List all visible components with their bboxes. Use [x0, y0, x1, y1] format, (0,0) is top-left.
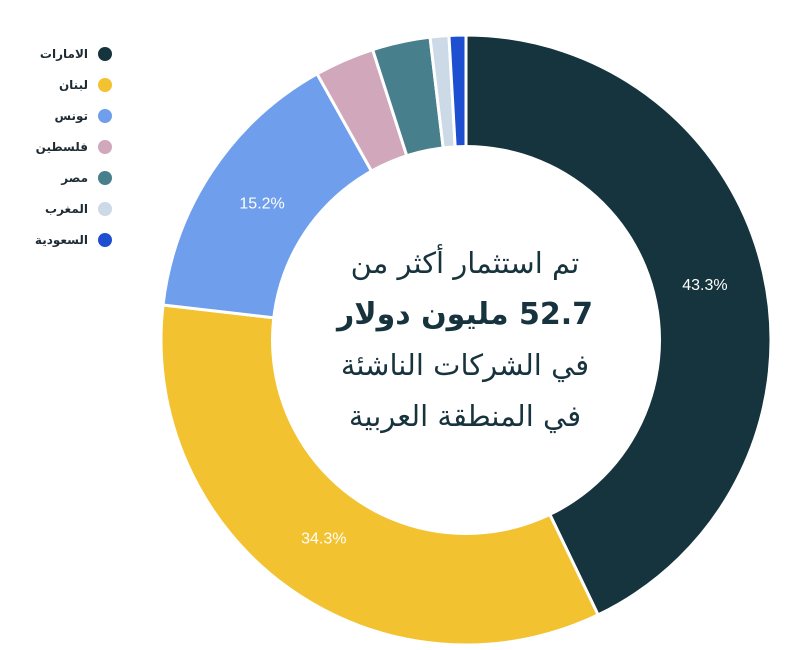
center-text-line-3: في الشركات الناشئة [340, 348, 590, 382]
legend-dot-5 [98, 201, 112, 216]
center-text: تم استثمار أكثر من 52.7 مليون دولار في ا… [290, 238, 640, 442]
slice-label-2: 15.2% [239, 195, 284, 212]
legend-label-0: الامارات [39, 46, 88, 61]
legend: الامارات لبنان تونس فلسطين مصر المغرب السعودية [0, 38, 112, 255]
slice-label-1: 34.3% [301, 531, 346, 548]
legend-dot-4 [98, 170, 112, 185]
legend-item-1: لبنان [0, 69, 112, 100]
center-text-line-1: تم استثمار أكثر من [350, 246, 580, 280]
legend-dot-6 [98, 232, 112, 247]
legend-label-1: لبنان [58, 77, 88, 92]
legend-label-3: فلسطين [35, 139, 88, 154]
legend-label-2: تونس [54, 108, 89, 123]
legend-item-4: مصر [0, 162, 112, 193]
legend-item-3: فلسطين [0, 131, 112, 162]
legend-label-4: مصر [61, 170, 88, 185]
legend-dot-2 [98, 108, 112, 123]
slice-labels: 43.3% 34.3% 15.2% [239, 195, 727, 547]
legend-label-5: المغرب [45, 201, 88, 216]
center-text-line-2: 52.7 مليون دولار [336, 297, 594, 332]
legend-item-2: تونس [0, 100, 112, 131]
legend-dot-1 [98, 77, 112, 92]
legend-dot-3 [98, 139, 112, 154]
legend-item-6: السعودية [0, 224, 112, 255]
legend-item-0: الامارات [0, 38, 112, 69]
legend-dot-0 [98, 46, 112, 61]
slice-label-0: 43.3% [682, 277, 727, 294]
legend-label-6: السعودية [34, 232, 88, 247]
legend-item-5: المغرب [0, 193, 112, 224]
center-text-line-4: في المنطقة العربية [348, 399, 582, 433]
donut-hole [271, 145, 661, 535]
